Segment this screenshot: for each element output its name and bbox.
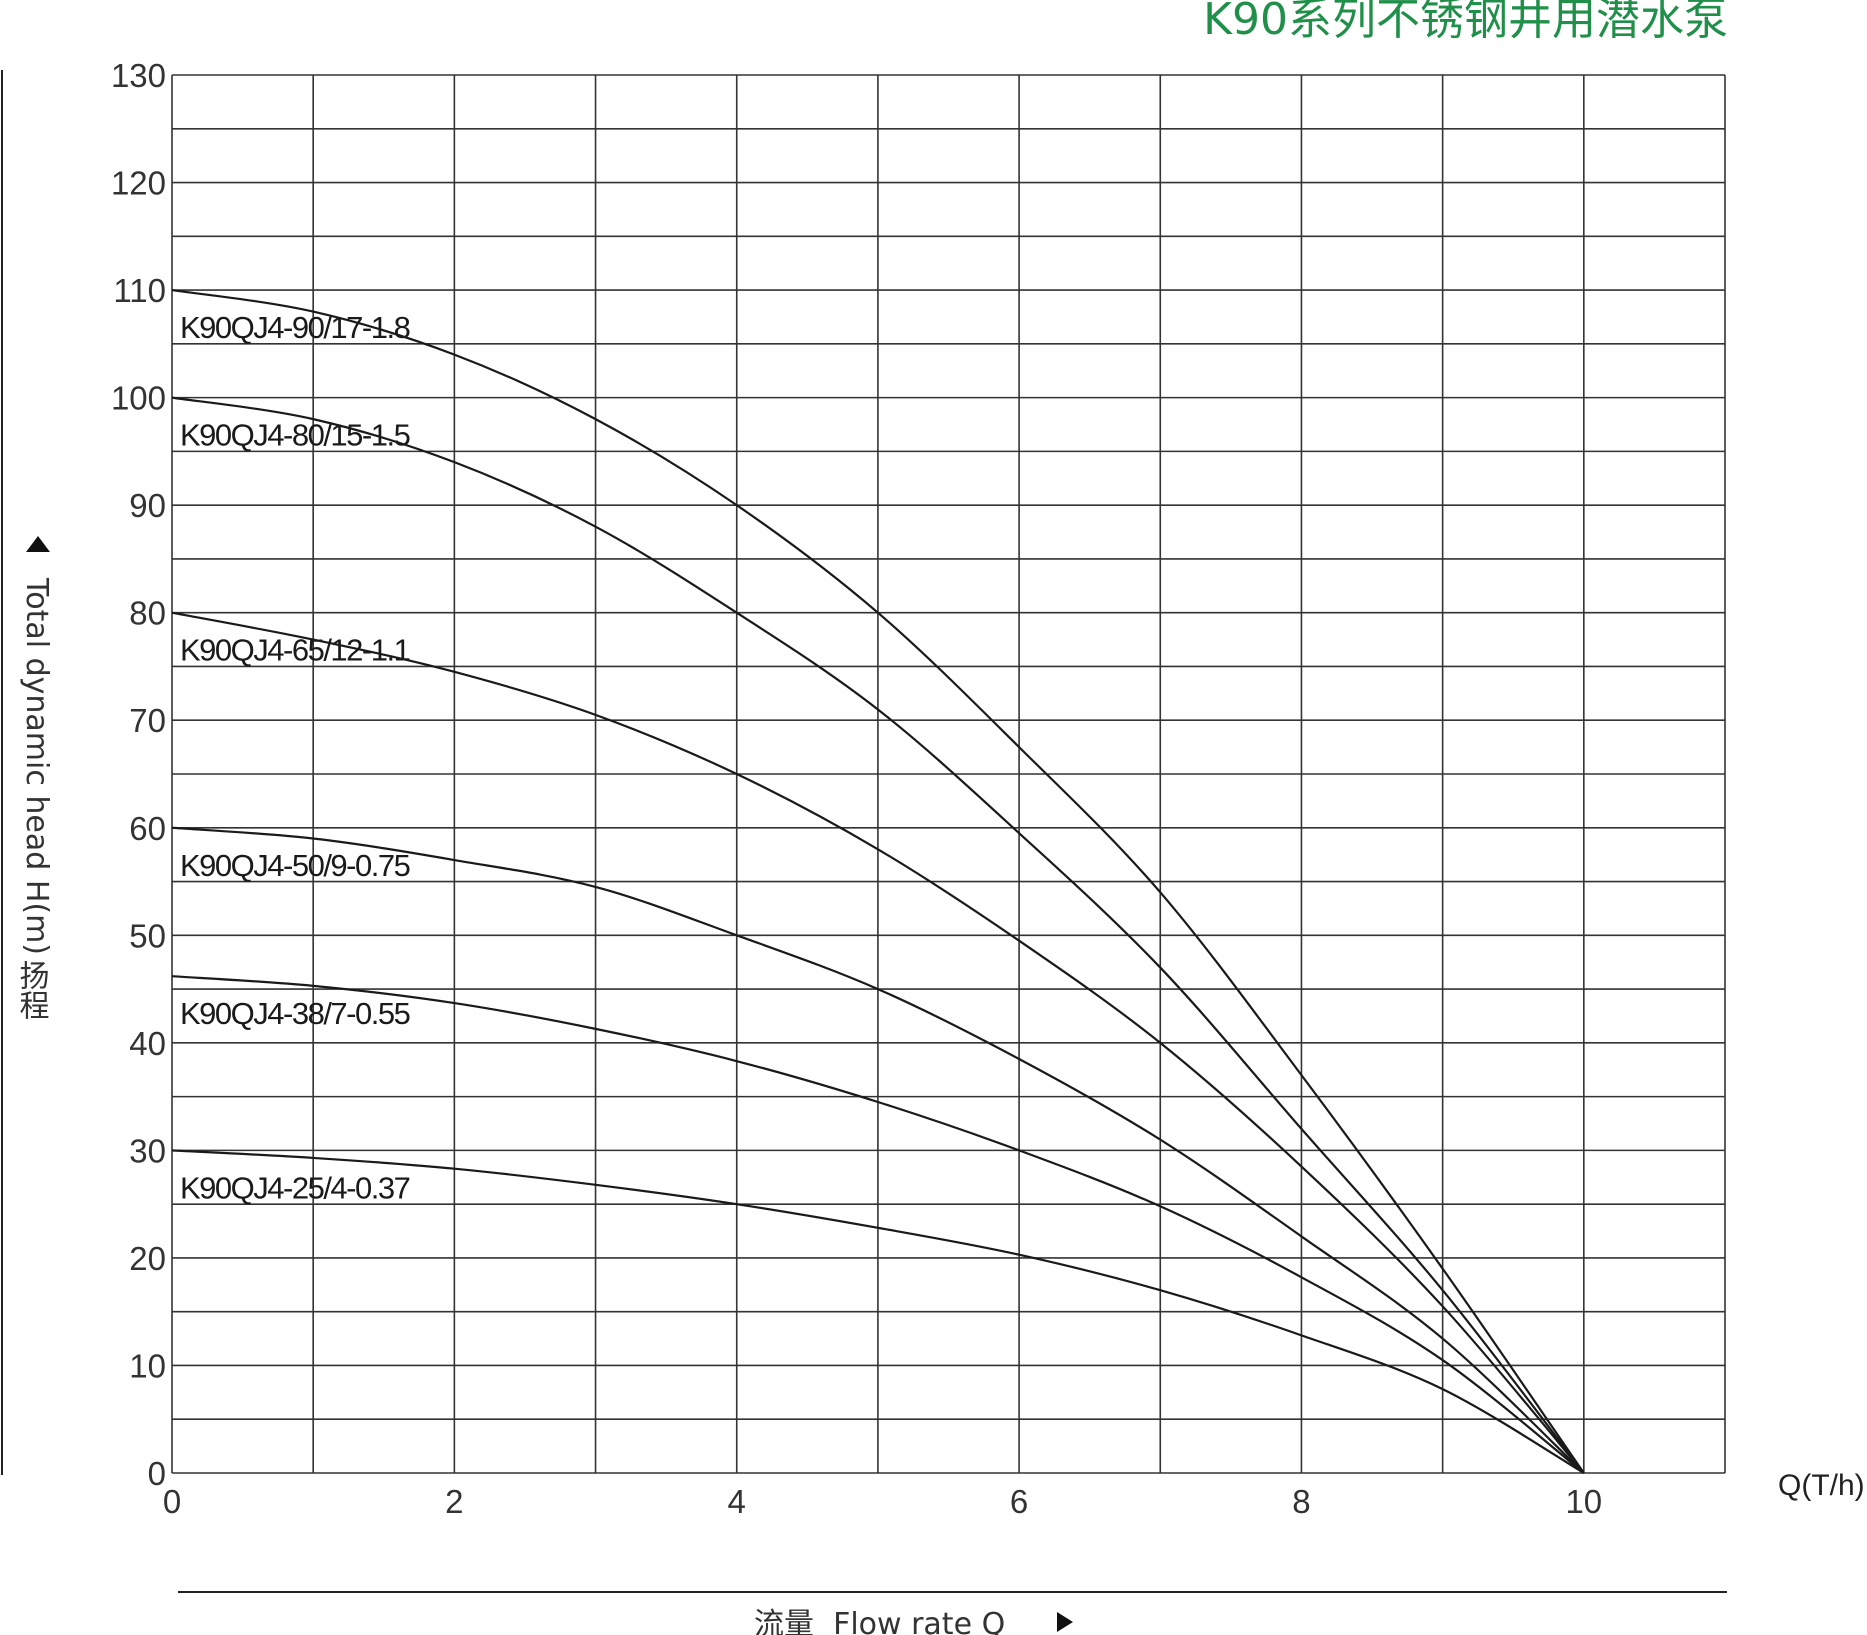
x-tick-label: 10 [1565,1483,1602,1520]
series-curve [171,826,1585,1474]
y-tick-label: 110 [113,272,166,309]
y-tick-label: 0 [148,1455,166,1492]
x-tick-label: 6 [1010,1483,1028,1520]
series-label: K90QJ4-80/15-1.5 [180,418,410,453]
series-curve [171,1149,1585,1474]
series-label: K90QJ4-50/9-0.75 [180,848,410,883]
y-tick-label: 80 [129,595,166,632]
grid [171,74,1726,1474]
y-tick-label: 20 [129,1240,166,1277]
series-curve [171,975,1585,1474]
series-label: K90QJ4-90/17-1.8 [180,310,410,345]
y-axis-arrow-icon [26,536,50,552]
x-axis-title: 流量 Flow rate Q [754,1607,1005,1635]
y-tick-label: 30 [129,1132,166,1169]
x-tick-labels: 0 2 4 6 8 10 [163,1483,1602,1520]
series-curve [171,396,1585,1474]
y-tick-label: 10 [129,1347,166,1384]
chart-title: K90系列不锈钢井用潜水泵 [1203,0,1728,45]
y-tick-label: 100 [111,380,166,417]
x-tick-label: 8 [1292,1483,1310,1520]
series-curve [171,288,1585,1474]
y-tick-label: 130 [111,57,166,94]
y-tick-label: 120 [111,165,166,202]
y-tick-label: 90 [129,487,166,524]
series-label: K90QJ4-38/7-0.55 [180,996,410,1031]
x-tick-label: 2 [445,1483,463,1520]
series-label: K90QJ4-25/4-0.37 [180,1170,410,1205]
y-tick-label: 60 [129,810,166,847]
y-tick-label: 70 [129,702,166,739]
series-label: K90QJ4-65/12-1.1 [180,633,410,668]
series-labels: K90QJ4-90/17-1.8 K90QJ4-80/15-1.5 K90QJ4-6… [180,310,411,1205]
x-tick-label: 4 [728,1483,746,1520]
y-tick-label: 50 [129,917,166,954]
series-curve [171,611,1585,1474]
y-tick-labels: 0 10 20 30 40 50 60 70 80 90 100 110 120 130 [111,57,166,1492]
x-tick-label: 0 [163,1483,181,1520]
y-axis-title: Total dynamic head H(m) [19,577,54,955]
x-unit-label: Q(T/h) [1778,1469,1865,1502]
y-axis-title-cn: 扬程 [14,960,50,1020]
y-tick-label: 40 [129,1025,166,1062]
x-axis-arrow-icon [1057,1612,1073,1632]
series-curves [171,288,1585,1474]
